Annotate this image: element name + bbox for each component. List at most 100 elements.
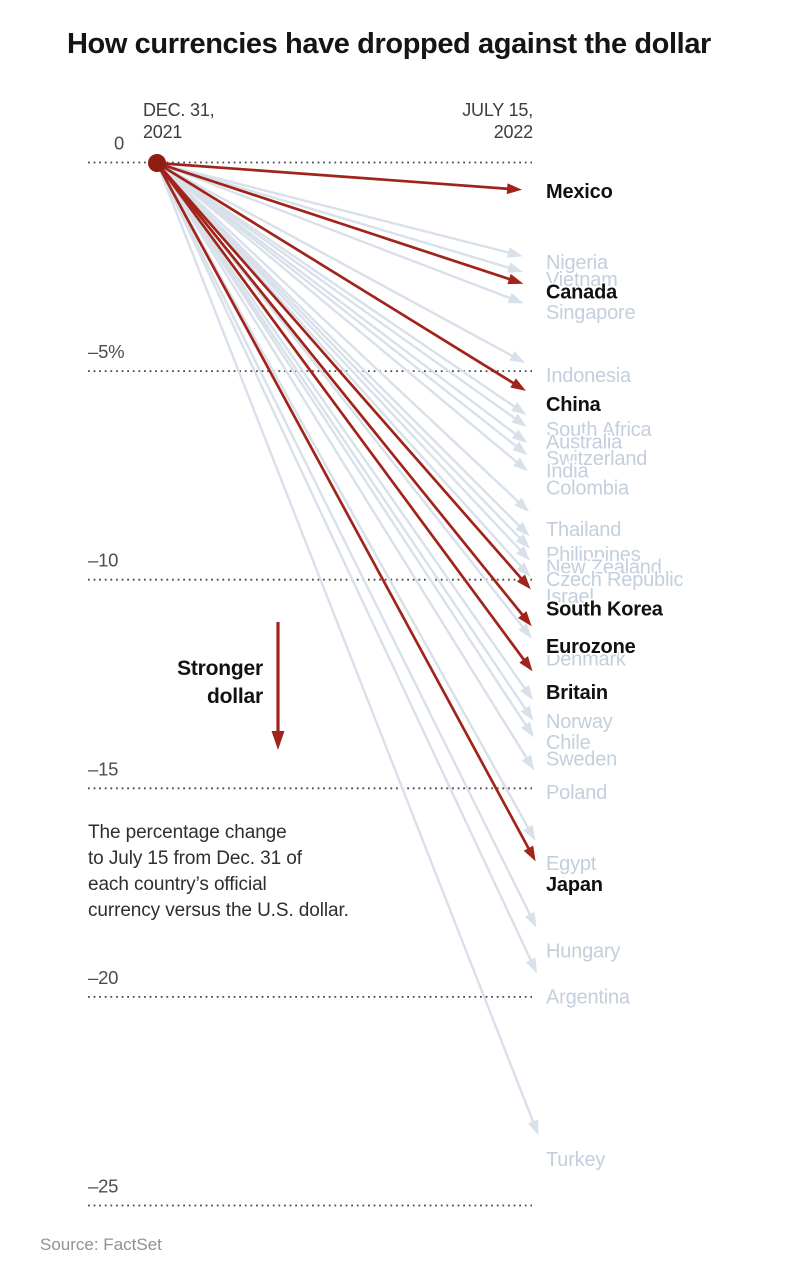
arrowhead-denmark [518,623,532,639]
arrow-argentina [155,162,533,964]
arrowhead-britain [519,656,533,672]
country-label-indonesia: Indonesia [546,365,632,387]
country-label-egypt: Egypt [546,853,597,875]
start-date-line1: DEC. 31, [143,100,215,120]
arrowhead-mexico [506,183,523,195]
arrowhead-japan [523,845,536,862]
arrowhead-colombia [513,457,529,472]
end-date-line2: 2022 [493,122,533,142]
country-label-colombia: Colombia [546,477,630,499]
country-label-nigeria: Nigeria [546,252,609,274]
tick-label--20: –20 [88,967,118,988]
country-label-switzerland: Switzerland [546,448,647,470]
annotation-line1: Stronger [177,657,263,680]
end-date-line1: JULY 15, [462,100,533,120]
country-label-china: China [546,394,602,416]
country-label-canada: Canada [546,281,618,303]
arrowhead-egypt [523,824,536,841]
arrow-eurozone [155,162,526,618]
end-date-header: JULY 15, 2022 [462,99,533,143]
arrow-nigeria [156,161,512,255]
country-label-philippines: Philippines [546,544,641,566]
arrowhead-singapore [507,292,524,304]
country-label-new-zealand: New Zealand [546,557,662,579]
tick-label--5: –5% [88,341,124,362]
country-label-south-africa: South Africa [546,419,653,441]
arrowhead-vietnam [507,262,524,273]
arrow-chile [156,162,528,712]
arrow-china [156,161,517,386]
arrowhead-thailand [514,497,530,512]
start-date-line2: 2021 [143,122,183,142]
country-label-australia: Australia [546,432,623,454]
country-label-sweden: Sweden [546,749,617,771]
country-label-eurozone: Eurozone [546,636,636,658]
arrowhead-israel [516,562,531,578]
arrowhead-china [510,378,526,391]
arrow-south-korea [155,162,524,582]
arrowhead-poland [521,754,535,771]
caption-line: The percentage change [88,822,287,843]
country-label-thailand: Thailand [546,519,621,541]
arrow-vietnam [156,161,512,270]
country-label-israel: Israel [546,586,594,608]
tick-label-0: 0 [114,133,124,154]
country-label-poland: Poland [546,782,607,804]
arrow-singapore [156,161,513,301]
arrowhead-eurozone [518,611,532,627]
arrowhead-chile [520,705,534,721]
country-label-norway: Norway [546,711,613,733]
arrow-india [156,162,519,449]
arrow-switzerland [156,162,519,437]
arrowhead-switzerland [512,429,528,444]
arrowhead-south-korea [516,574,531,590]
country-label-chile: Chile [546,732,591,754]
arrow-poland [155,162,529,761]
annotation-line2: dollar [207,685,263,708]
tick-label--15: –15 [88,758,118,779]
tick-label--10: –10 [88,550,118,571]
arrowhead-indonesia [509,350,526,363]
arrowhead-norway [520,684,534,701]
arrowhead-argentina [525,957,537,974]
arrow-indonesia [156,161,516,359]
country-label-vietnam: Vietnam [546,269,618,291]
arrowhead-philippines [515,521,530,537]
arrow-canada [156,161,513,282]
arrow-south-africa [156,162,518,410]
country-label-india: India [546,461,589,483]
country-label-denmark: Denmark [546,648,627,670]
arrow-thailand [156,162,522,505]
country-label-singapore: Singapore [546,302,635,324]
start-date-header: DEC. 31, 2021 [143,99,215,143]
country-label-argentina: Argentina [546,986,631,1008]
arrow-norway [156,162,528,692]
stronger-dollar-arrow-head [271,731,285,750]
caption-line: to July 15 from Dec. 31 of [88,848,302,869]
country-label-hungary: Hungary [546,941,620,963]
arrowhead-australia [511,413,527,427]
arrowhead-canada [507,273,524,285]
arrowhead-nigeria [506,247,523,258]
origin-dot [148,154,166,172]
arrowhead-south-africa [511,401,527,415]
stronger-dollar-annotation: Stronger dollar [177,655,263,711]
tick-label--25: –25 [88,1176,118,1197]
arrow-czech-republic [156,162,523,553]
country-label-turkey: Turkey [546,1149,605,1171]
arrowhead-hungary [524,911,537,928]
arrow-turkey [155,162,536,1125]
country-label-czech-republic: Czech Republic [546,569,683,591]
arrow-colombia [156,162,520,465]
country-label-britain: Britain [546,682,608,704]
arrow-sweden [155,162,529,728]
arrow-mexico [156,161,511,191]
arrowhead-india [512,441,528,456]
caption-line: currency versus the U.S. dollar. [88,900,349,921]
chart-title: How currencies have dropped against the … [67,28,711,60]
arrowhead-turkey [527,1119,539,1136]
arrow-australia [156,162,518,421]
arrow-japan [155,162,532,852]
